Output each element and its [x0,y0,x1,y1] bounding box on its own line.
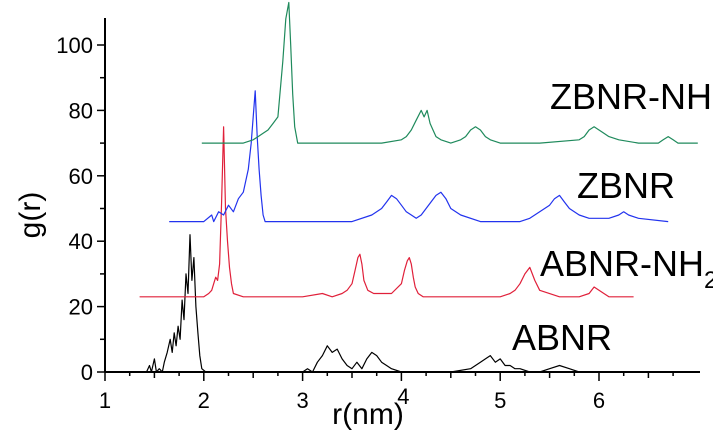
x-tick-label: 3 [296,388,308,413]
series-label-abnr-nh2: ABNR-NH2 [540,243,713,294]
y-tick-label: 60 [69,164,93,189]
series-label-zbnr-nh2: ZBNR-NH2 [550,76,713,127]
y-tick-label: 20 [69,295,93,320]
y-tick-label: 40 [69,229,93,254]
series-label-abnr: ABNR [512,317,612,358]
x-tick-label: 2 [198,388,210,413]
labels-layer: ABNR ABNR-NH2 ZBNR ZBNR-NH2 [512,76,713,358]
y-tick-label: 0 [81,360,93,385]
series-line-zbnr [169,90,669,223]
y-tick-label: 80 [69,98,93,123]
x-tick-label: 1 [99,388,111,413]
series-layer [139,1,698,373]
x-tick-label: 5 [494,388,506,413]
series-line-abnr [142,234,580,373]
x-tick-label: 6 [593,388,605,413]
x-tick-label: 4 [397,384,409,409]
series-line-zbnr-nh2 [201,1,698,144]
y-tick-label: 100 [56,33,93,58]
x-axis-title: r(nm) [332,398,404,431]
series-line-abnr-nh2 [139,126,634,298]
series-label-zbnr: ZBNR [577,165,675,206]
y-axis-title: g(r) [14,192,47,239]
